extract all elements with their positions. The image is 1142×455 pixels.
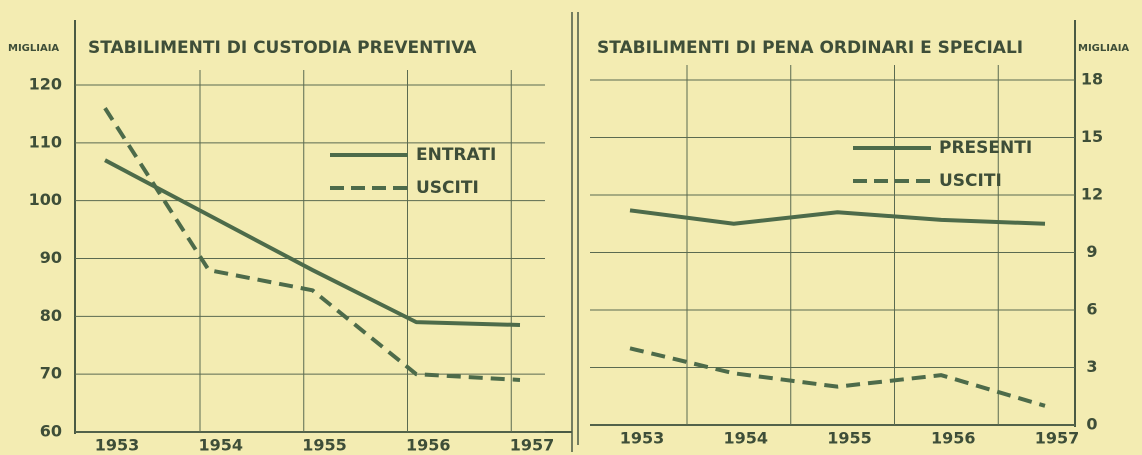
- y-tick-label: 3: [1086, 357, 1097, 376]
- y-tick-label: 18: [1081, 70, 1103, 89]
- line-series: [104, 158, 521, 328]
- y-tick-label: 80: [40, 306, 62, 325]
- x-tick-label: 1955: [302, 436, 347, 455]
- y-axis-label: MIGLIAIA: [1078, 43, 1129, 54]
- legend-label: PRESENTI: [939, 138, 1032, 158]
- legend-label: USCITI: [939, 171, 1002, 191]
- x-tick-label: 1955: [827, 429, 872, 448]
- x-tick-label: 1954: [723, 429, 768, 448]
- legend-label: ENTRATI: [416, 145, 496, 165]
- x-tick-label: 1957: [1035, 429, 1080, 448]
- line-series: [629, 208, 1046, 226]
- y-tick-label: 12: [1081, 185, 1103, 204]
- x-tick-label: 1957: [510, 436, 555, 455]
- chart-title: STABILIMENTI DI CUSTODIA PREVENTIVA: [88, 38, 477, 58]
- y-axis-label: MIGLIAIA: [8, 43, 59, 54]
- line-series: [629, 346, 1046, 408]
- chart-title: STABILIMENTI DI PENA ORDINARI E SPECIALI: [597, 38, 1023, 58]
- x-tick-label: 1954: [198, 436, 243, 455]
- y-tick-label: 120: [29, 75, 62, 94]
- y-tick-label: 60: [40, 422, 62, 441]
- x-tick-label: 1953: [620, 429, 665, 448]
- x-tick-label: 1956: [931, 429, 976, 448]
- y-tick-label: 110: [29, 132, 62, 151]
- y-tick-label: 0: [1086, 415, 1097, 434]
- legend-label: USCITI: [416, 178, 479, 198]
- x-tick-label: 1953: [95, 436, 140, 455]
- y-tick-label: 100: [29, 190, 62, 209]
- y-tick-label: 6: [1086, 300, 1097, 319]
- line-series: [103, 107, 521, 382]
- y-tick-label: 90: [40, 248, 62, 267]
- y-tick-label: 70: [40, 364, 62, 383]
- y-tick-label: 15: [1081, 127, 1103, 146]
- x-tick-label: 1956: [406, 436, 451, 455]
- y-tick-label: 9: [1086, 242, 1097, 261]
